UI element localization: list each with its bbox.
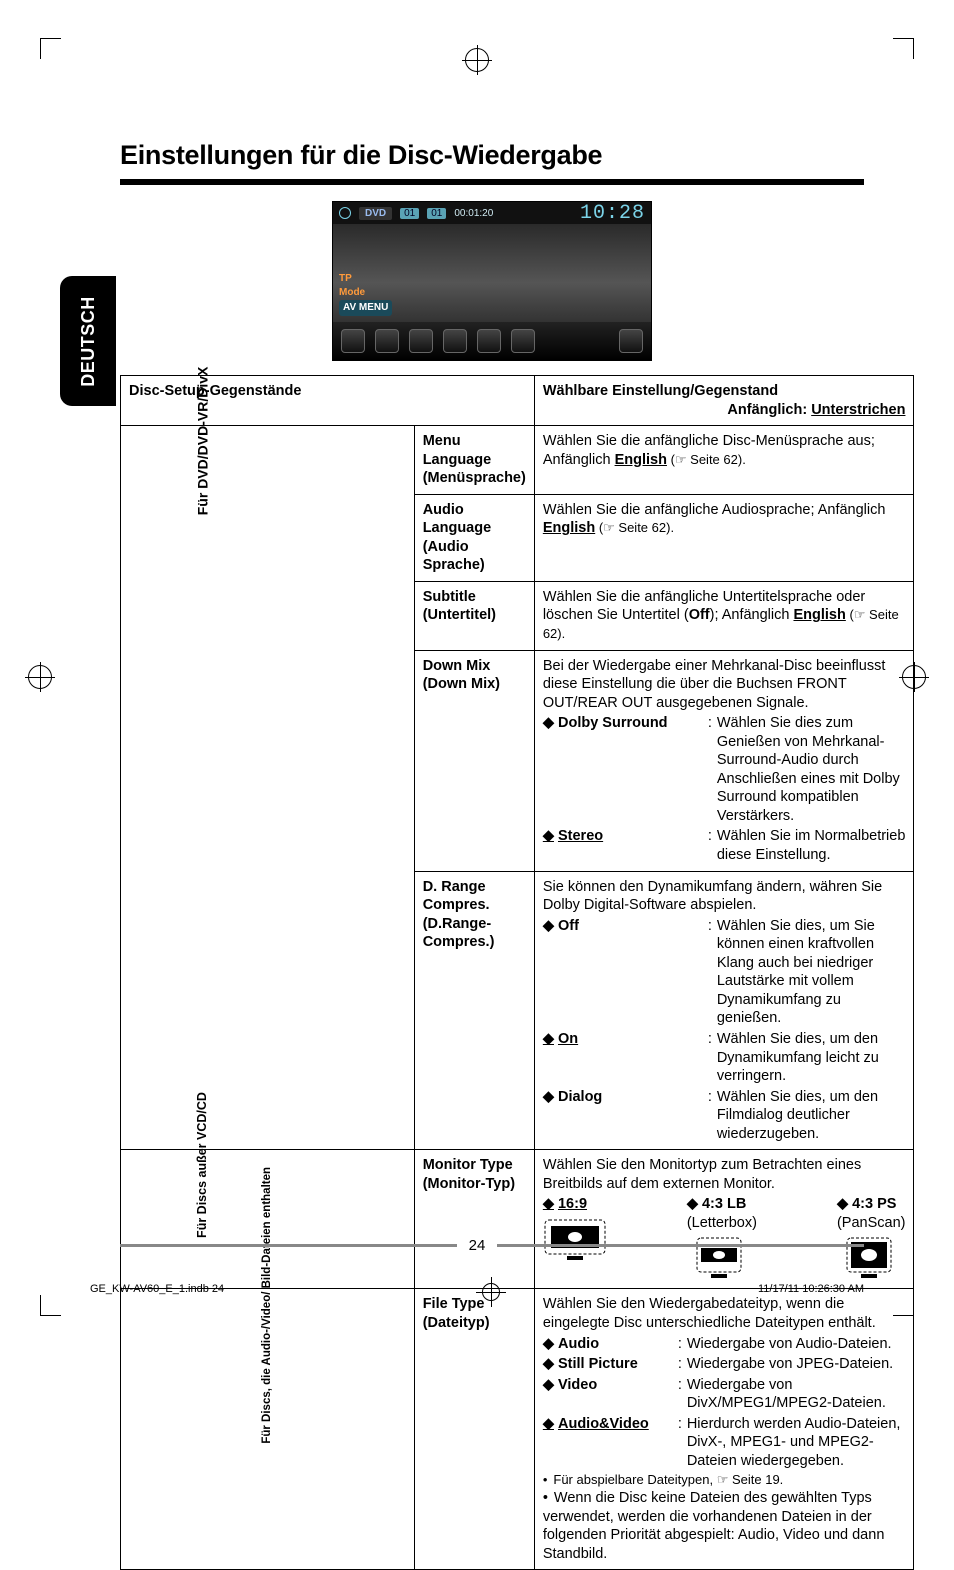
crop-mark-tl: [40, 38, 61, 59]
crop-mark-tr: [893, 38, 914, 59]
group-dvd: Für DVD/DVD-VR/DivX: [121, 426, 415, 1150]
settings-table: Disc-Setup-Gegenstände Wählbare Einstell…: [120, 375, 914, 1570]
tv-169-icon: [543, 1218, 607, 1264]
group-monitor-label: Für Discs außer VCD/CD: [194, 1092, 210, 1238]
crop-mark-bl: [40, 1295, 61, 1316]
row-drange-value: Sie können den Dynamikumfang ändern, wäh…: [534, 871, 914, 1150]
row-audiolang-value: Wählen Sie die anfängliche Audiosprache;…: [534, 494, 914, 581]
screenshot-clock: 10:28: [580, 202, 645, 225]
screenshot-btn: [409, 329, 433, 353]
registration-mark-top: [465, 48, 489, 72]
group-dvd-label: Für DVD/DVD-VR/DivX: [194, 367, 212, 516]
footer-left: GE_KW-AV60_E_1.indb 24: [90, 1283, 224, 1304]
screenshot-btn: [477, 329, 501, 353]
screenshot-label-avmenu: AV MENU: [339, 300, 392, 316]
footer: GE_KW-AV60_E_1.indb 24 11/17/11 10:26:30…: [90, 1283, 864, 1304]
header-right: Wählbare Einstellung/Gegenstand Anfängli…: [534, 376, 914, 426]
row-menulang-label: Menu Language (Menüsprache): [414, 426, 534, 495]
header-left: Disc-Setup-Gegenstände: [121, 376, 535, 426]
screenshot-btn: [375, 329, 399, 353]
row-filetype-label: File Type (Dateityp): [414, 1289, 534, 1570]
screenshot-btn: [341, 329, 365, 353]
language-tab-label: DEUTSCH: [78, 296, 99, 387]
screenshot-time: 00:01:20: [454, 208, 493, 219]
group-filetype-label: Für Discs, die Audio-/Video/ Bild-Dateie…: [261, 1167, 274, 1444]
screenshot-label-mode: Mode: [339, 286, 392, 300]
row-audiolang-label: Audio Language (Audio Sprache): [414, 494, 534, 581]
screenshot-btn: [443, 329, 467, 353]
footer-right: 11/17/11 10:26:30 AM: [758, 1283, 864, 1304]
header-initial-prefix: Anfänglich:: [727, 402, 811, 418]
screenshot-chip-2: 01: [427, 208, 446, 219]
row-subtitle-value: Wählen Sie die anfängliche Untertitelspr…: [534, 581, 914, 650]
screenshot-dvd-badge: DVD: [359, 207, 392, 220]
page-number-rule-left: [120, 1244, 457, 1247]
header-initial-value: Unterstrichen: [811, 402, 905, 418]
language-tab: DEUTSCH: [60, 276, 116, 406]
row-drange-label: D. Range Compres. (D.Range-Compres.): [414, 871, 534, 1150]
registration-mark-left: [28, 665, 52, 689]
row-filetype-value: Wählen Sie den Wiedergabedateityp, wenn …: [534, 1289, 914, 1570]
row-downmix-label: Down Mix (Down Mix): [414, 650, 534, 871]
registration-mark-bottom: [482, 1283, 500, 1304]
screenshot-chip-1: 01: [400, 208, 419, 219]
row-downmix-.value: Bei der Wiedergabe einer Mehrkanal-Disc …: [534, 650, 914, 871]
row-subtitle-label: Subtitle (Untertitel): [414, 581, 534, 650]
page-number: 24: [469, 1237, 486, 1254]
page-number-rule-right: [497, 1244, 864, 1247]
title-rule: [120, 179, 864, 185]
header-mid: Wählbare Einstellung/Gegenstand: [543, 383, 778, 399]
screenshot-label-tp: TP: [339, 272, 392, 286]
screenshot-btn: [619, 329, 643, 353]
row-menulang-value: Wählen Sie die anfängliche Disc-Menüspra…: [534, 426, 914, 495]
player-screenshot: DVD 01 01 00:01:20 10:28 TP Mode AV MENU: [332, 201, 652, 361]
screenshot-btn: [511, 329, 535, 353]
row-monitor-value: Wählen Sie den Monitortyp zum Betrachten…: [534, 1150, 914, 1289]
group-filetype: Für Discs, die Audio-/Video/ Bild-Dateie…: [121, 1289, 415, 1570]
page-title: Einstellungen für die Disc-Wiedergabe: [120, 140, 864, 171]
row-monitor-label: Monitor Type (Monitor-Typ): [414, 1150, 534, 1289]
